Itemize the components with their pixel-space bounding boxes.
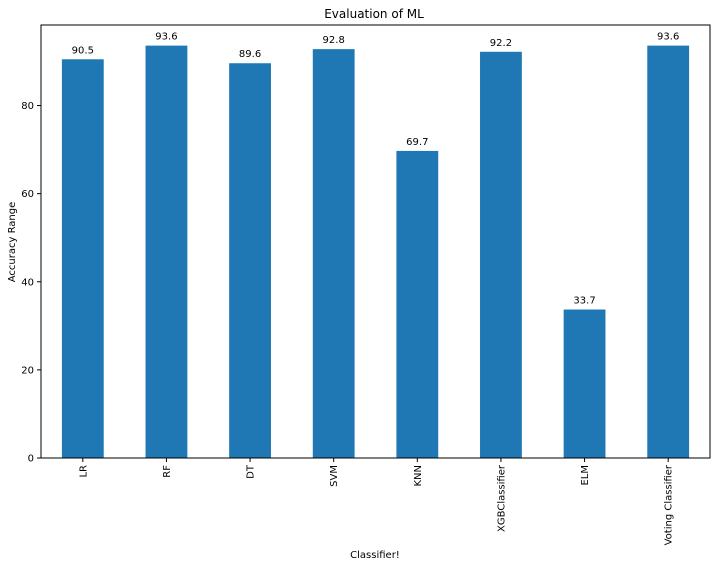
bar-value-label: 69.7 bbox=[406, 137, 428, 148]
y-tick-label: 0 bbox=[28, 454, 34, 465]
bar-knn bbox=[396, 150, 439, 458]
bar-xgbclassifier bbox=[480, 51, 522, 458]
bar-dt bbox=[229, 63, 271, 459]
x-tick-label: KNN bbox=[413, 465, 424, 487]
y-tick-label: 40 bbox=[21, 277, 34, 288]
y-tick-label: 20 bbox=[21, 365, 34, 376]
y-axis-label: Accuracy Range bbox=[7, 202, 18, 283]
value-labels-group: 90.5 93.6 89.6 92.8 69.7 92.2 33.7 93.6 bbox=[72, 32, 680, 307]
y-tick-label: 80 bbox=[21, 101, 34, 112]
x-axis-label: Classifier! bbox=[350, 550, 400, 561]
x-tick-label: RF bbox=[162, 465, 173, 478]
x-axis: LR RF DT SVM KNN XGBClassifier ELM Voting Class… bbox=[78, 458, 675, 545]
bar-svm bbox=[312, 49, 355, 458]
bar-voting-classifier bbox=[647, 45, 690, 458]
x-tick-label: XGBClassifier bbox=[496, 464, 507, 532]
bar-value-label: 93.6 bbox=[657, 32, 679, 43]
bar-rf bbox=[145, 45, 188, 458]
bar-value-label: 92.2 bbox=[490, 38, 512, 49]
x-tick-label: Voting Classifier bbox=[664, 464, 675, 545]
y-axis: 0 20 40 60 80 bbox=[21, 101, 41, 465]
bar-value-label: 89.6 bbox=[239, 49, 261, 60]
bar-elm bbox=[563, 309, 606, 458]
plot-frame bbox=[40, 24, 711, 459]
bar-value-label: 92.8 bbox=[323, 35, 345, 46]
bar-value-label: 33.7 bbox=[573, 296, 595, 307]
y-tick-label: 60 bbox=[21, 189, 34, 200]
bar-lr bbox=[61, 59, 104, 458]
x-tick-label: ELM bbox=[580, 465, 591, 486]
x-tick-label: SVM bbox=[329, 465, 340, 487]
chart-title: Evaluation of ML bbox=[324, 7, 424, 21]
bars-group bbox=[61, 45, 690, 459]
x-tick-label: LR bbox=[78, 465, 89, 478]
bar-value-label: 93.6 bbox=[155, 32, 177, 43]
bar-value-label: 90.5 bbox=[72, 45, 94, 56]
x-tick-label: DT bbox=[246, 464, 257, 479]
